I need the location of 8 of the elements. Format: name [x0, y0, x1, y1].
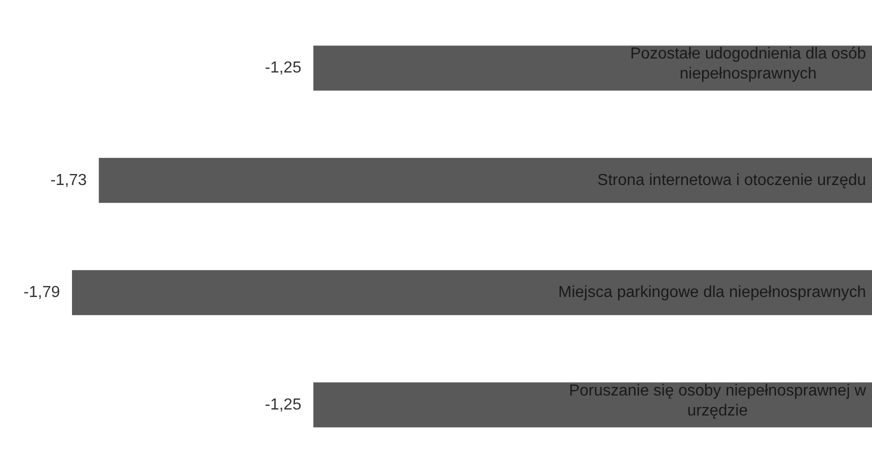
y-tick-label: Miejsca parkingowe dla niepełnosprawnych: [558, 284, 866, 302]
y-tick-label: Poruszanie się osoby niepełnosprawnej w urzędzie: [568, 382, 866, 420]
y-tick-label: Pozostałe udogodnienia dla osób niepełnosprawnych: [630, 46, 866, 83]
data-label: -1,25: [264, 396, 302, 414]
data-label: -1,25: [264, 60, 302, 77]
data-label: -1,79: [24, 284, 60, 302]
y-tick-label: Strona internetowa i otoczenie urzędu: [597, 172, 866, 189]
data-label: -1,73: [50, 172, 87, 189]
